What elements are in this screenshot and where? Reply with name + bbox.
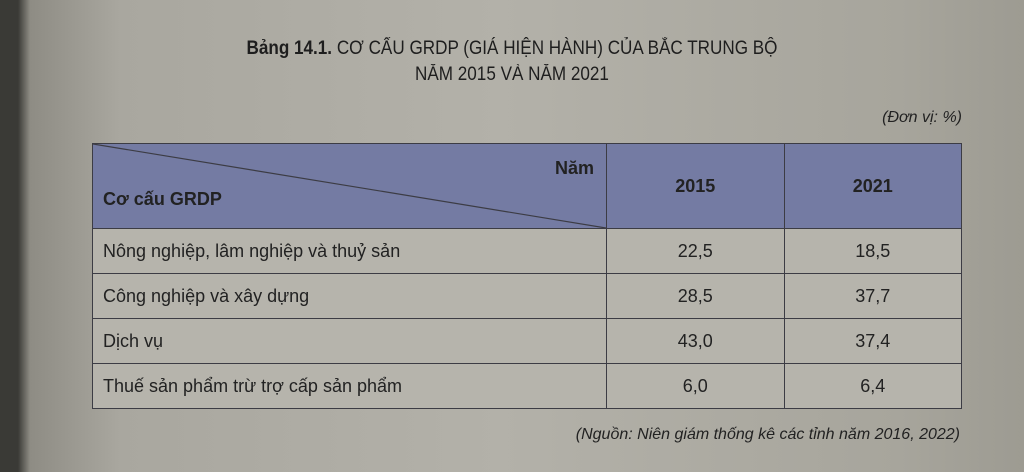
diagonal-line [93,144,606,228]
structure-header: Cơ cấu GRDP [103,189,222,209]
cell-value: 37,4 [783,318,962,364]
source-note: (Nguồn: Niên giám thống kê các tỉnh năm … [575,426,960,443]
table-row: Thuế sản phẩm trừ trợ cấp sản phẩm 6,0 6,4 [92,363,962,409]
table-title-line2: NĂM 2015 VÀ NĂM 2021 [415,64,609,85]
corner-header: Năm Cơ cấu GRDP [92,143,607,229]
cell-value: 37,7 [783,273,962,319]
column-header: 2021 [783,143,962,229]
cell-value: 6,4 [783,363,962,409]
table-title: CƠ CẤU GRDP (GIÁ HIỆN HÀNH) CỦA BẮC TRUN… [336,38,778,59]
cell-value: 6,0 [606,363,785,409]
cell-value: 28,5 [606,273,785,319]
table-row: Công nghiệp và xây dựng 28,5 37,7 [92,273,962,319]
cell-value: 43,0 [606,318,785,364]
grdp-table: Năm Cơ cấu GRDP 2015 2021 Nông nghiệp, l… [92,143,962,409]
table-row: Nông nghiệp, lâm nghiệp và thuỷ sản 22,5 1… [92,228,962,274]
row-label: Công nghiệp và xây dựng [92,273,607,319]
table-row: Dịch vụ 43,0 37,4 [92,318,962,364]
table-title-line1: Bảng 14.1. CƠ CẤU GRDP (GIÁ HIỆN HÀNH) C… [62,38,962,60]
cell-value: 18,5 [783,228,962,274]
unit-label: (Đơn vị: %) [882,109,962,126]
header-row: Năm Cơ cấu GRDP 2015 2021 [92,143,962,229]
cell-value: 22,5 [606,228,785,274]
year-header: Năm [554,158,594,178]
row-label: Nông nghiệp, lâm nghiệp và thuỷ sản [92,228,607,274]
row-label: Thuế sản phẩm trừ trợ cấp sản phẩm [92,363,607,409]
column-header: 2015 [606,143,785,229]
row-label: Dịch vụ [92,318,607,364]
table-number: Bảng 14.1. [246,38,333,59]
